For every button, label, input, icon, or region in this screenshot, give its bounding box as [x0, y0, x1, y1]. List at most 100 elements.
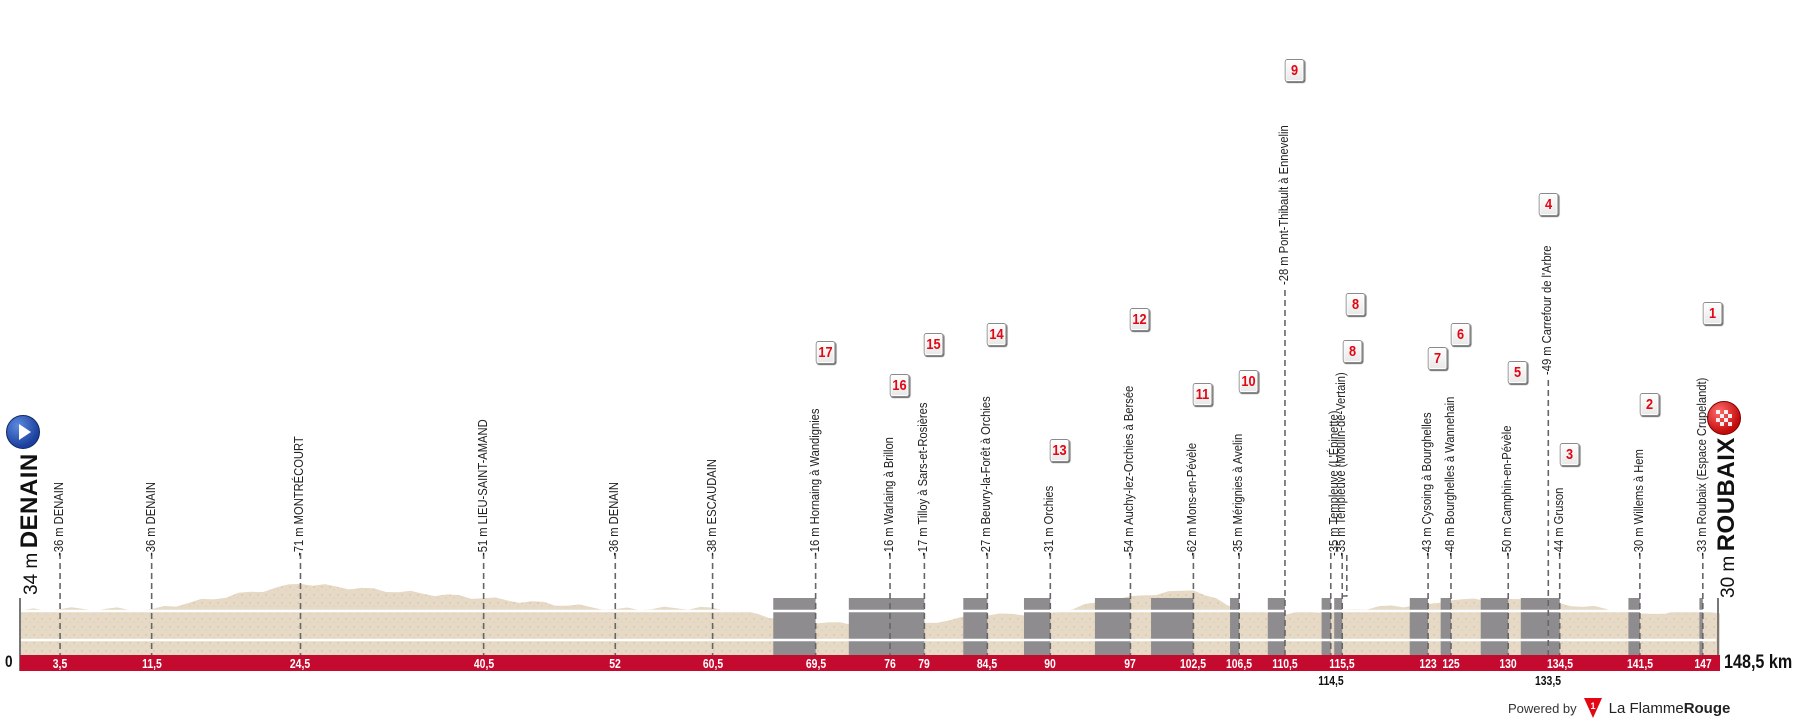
km-bar	[20, 655, 1720, 671]
km-tick-label: 84,5	[977, 656, 998, 671]
waypoint-label: -35 m Templeuve (Moulin-de-Vertain)	[1333, 372, 1349, 556]
km-tick-label: 60,5	[702, 656, 723, 671]
cobble-sector-block	[1440, 598, 1451, 655]
y-axis-zero: 0	[4, 652, 13, 671]
finish-label: 30 m ROUBAIX	[1713, 437, 1741, 598]
waypoint-label: -31 m Orchies	[1041, 485, 1057, 556]
km-tick-label: 3,5	[52, 656, 68, 671]
templeuve-bracket	[1342, 555, 1348, 597]
finish-town: ROUBAIX	[1713, 437, 1740, 552]
km-tick-label: 114,5	[1318, 673, 1344, 688]
km-tick-label: 133,5	[1535, 673, 1562, 688]
km-tick-label: 76	[884, 656, 896, 671]
sector-number-badge: 11	[1193, 383, 1213, 406]
waypoint-label: -28 m Pont-Thibault à Ennevelin	[1275, 125, 1291, 285]
sector-number-badge: 3	[1559, 443, 1579, 466]
sector-number-badge: 8	[1342, 340, 1363, 363]
waypoint-label: -36 m DENAIN	[51, 482, 67, 556]
cobble-sector-block	[773, 598, 816, 655]
cobble-sector-block	[1548, 598, 1560, 655]
waypoint-label: -38 m ESCAUDAIN	[703, 459, 719, 556]
cobble-sector-block	[1409, 598, 1429, 655]
waypoint-label: -33 m Roubaix (Espace Crupelandt)	[1693, 377, 1709, 556]
start-play-icon	[6, 415, 40, 449]
km-tick-label: 130	[1499, 656, 1517, 671]
sector-number-badge: 17	[815, 341, 835, 364]
cobble-sector-block	[1267, 598, 1285, 655]
waypoint-label: -49 m Carrefour de l'Arbre	[1539, 245, 1555, 375]
cobble-sector-block	[848, 598, 891, 655]
waypoint-label: -71 m MONTRÉCOURT	[291, 436, 307, 556]
start-altitude: 34 m	[21, 552, 42, 595]
cobble-sector-block	[1334, 598, 1343, 655]
waypoint-label: -50 m Camphin-en-Pévèle	[1499, 425, 1515, 556]
terrain-area	[20, 583, 1720, 655]
km-tick-label: 110,5	[1272, 656, 1298, 671]
start-town: DENAIN	[16, 453, 43, 549]
sector-number-badge: 6	[1450, 323, 1471, 346]
km-tick-label: 106,5	[1226, 656, 1253, 671]
km-tick-label: 115,5	[1329, 656, 1355, 671]
waypoint-label: -48 m Bourghelles à Wannehain	[1441, 396, 1457, 556]
waypoint-label: -44 m Gruson	[1550, 487, 1566, 556]
total-distance: 148,5 km	[1724, 652, 1793, 673]
cobble-sector-block	[1520, 598, 1549, 655]
sector-number-badge: 10	[1238, 370, 1259, 393]
finish-altitude: 30 m	[1718, 555, 1739, 598]
sector-number-badge: 13	[1050, 439, 1070, 462]
km-tick-label: 24,5	[290, 656, 311, 671]
brand-name: La FlammeRouge	[1608, 699, 1731, 717]
sector-number-badge: 4	[1539, 193, 1559, 216]
km-tick-label: 125	[1442, 656, 1460, 671]
waypoint-label: -27 m Beuvry-la-Forêt à Orchies	[978, 396, 994, 556]
km-tick-label: 147	[1694, 656, 1712, 671]
km-tick-label: 97	[1124, 656, 1137, 671]
sector-number-badge: 12	[1130, 308, 1150, 331]
cobble-sector-block	[963, 598, 988, 655]
cobble-sector-block	[1699, 598, 1703, 655]
powered-by: Powered by 1 La FlammeRouge	[1508, 698, 1730, 718]
cobble-sector-block	[1230, 598, 1240, 655]
km-tick-label: 69,5	[805, 656, 826, 671]
sector-number-badge: 15	[924, 333, 944, 356]
cobble-sector-block	[1094, 598, 1131, 655]
start-label: 34 m DENAIN	[16, 453, 44, 595]
svg-text:1: 1	[1590, 701, 1595, 711]
waypoint-label: -51 m LIEU-SAINT-AMAND	[474, 419, 490, 556]
waypoint-label: -54 m Auchy-lez-Orchies à Bersée	[1121, 385, 1137, 556]
waypoint-label: -35 m Mérignies à Avelin	[1230, 433, 1246, 556]
km-tick-label: 11,5	[141, 656, 162, 671]
km-tick-label: 123	[1419, 656, 1437, 671]
waypoint-label: -62 m Mons-en-Pévèle	[1184, 442, 1200, 556]
cobble-sector-block	[1480, 598, 1509, 655]
km-tick-label: 79	[918, 656, 931, 671]
waypoint-label: -43 m Cysoing à Bourghelles	[1419, 412, 1435, 556]
km-tick-label: 134,5	[1546, 656, 1573, 671]
cobble-sector-block	[1628, 598, 1640, 655]
checkered-flag-icon	[1707, 401, 1741, 435]
sector-number-badge: 14	[987, 323, 1007, 346]
la-flamme-rouge-logo-icon: 1	[1583, 698, 1602, 718]
cobble-sector-block	[1151, 598, 1194, 655]
km-tick-label: 102,5	[1180, 656, 1207, 671]
cobble-sector-block	[1023, 598, 1051, 655]
sector-number-badge: 5	[1507, 361, 1528, 384]
sector-number-badge: 7	[1427, 347, 1448, 370]
km-tick-label: 141,5	[1626, 656, 1653, 671]
sector-number-badge: 16	[889, 374, 910, 397]
km-tick-label: 52	[609, 656, 622, 671]
waypoint-label: -16 m Warlaing à Brillon	[881, 437, 897, 556]
waypoint-label: -36 m DENAIN	[606, 482, 622, 556]
powered-by-text: Powered by	[1508, 700, 1577, 716]
sector-number-badge: 2	[1639, 393, 1660, 416]
sector-number-badge: 1	[1702, 302, 1723, 325]
waypoint-label: -16 m Hornaing à Wandignies	[806, 408, 822, 556]
sector-number-badge: 8	[1345, 293, 1366, 316]
cobble-sector-block	[1321, 598, 1331, 655]
waypoint-label: -30 m Willems à Hem	[1630, 449, 1646, 556]
waypoint-label: -36 m DENAIN	[142, 482, 158, 556]
cobble-sector-block	[888, 598, 925, 655]
km-tick-label: 90	[1044, 656, 1057, 671]
